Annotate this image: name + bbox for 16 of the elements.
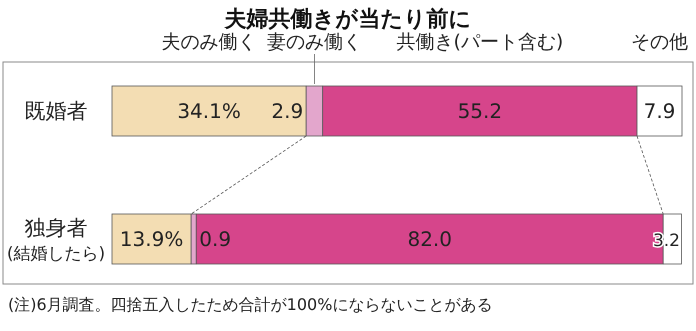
data-label: 34.1% bbox=[177, 99, 241, 123]
bar bbox=[112, 214, 192, 264]
series-label: その他 bbox=[631, 31, 688, 53]
y-tick-label: 既婚者 bbox=[24, 99, 88, 123]
data-label: 13.9% bbox=[120, 227, 184, 251]
y-tick-label: 独身者 (結婚したら) bbox=[6, 216, 106, 264]
series-label: 夫のみ働く bbox=[162, 31, 257, 53]
data-label: 82.0 bbox=[407, 227, 452, 251]
annotation: (注)6月調査。四捨五入したため合計が100%にならないことがある bbox=[8, 295, 492, 314]
data-label: 2.9 bbox=[271, 99, 304, 123]
text: 妻のみ働く bbox=[266, 31, 362, 53]
chart-title: 夫婦共働きが当たり前に bbox=[224, 7, 472, 32]
data-label: 0.9 bbox=[199, 227, 232, 251]
series-label: 共働き(パート含む) bbox=[396, 31, 564, 53]
data-label: 7.9 bbox=[644, 99, 676, 123]
data-label: 55.2 bbox=[458, 99, 502, 123]
